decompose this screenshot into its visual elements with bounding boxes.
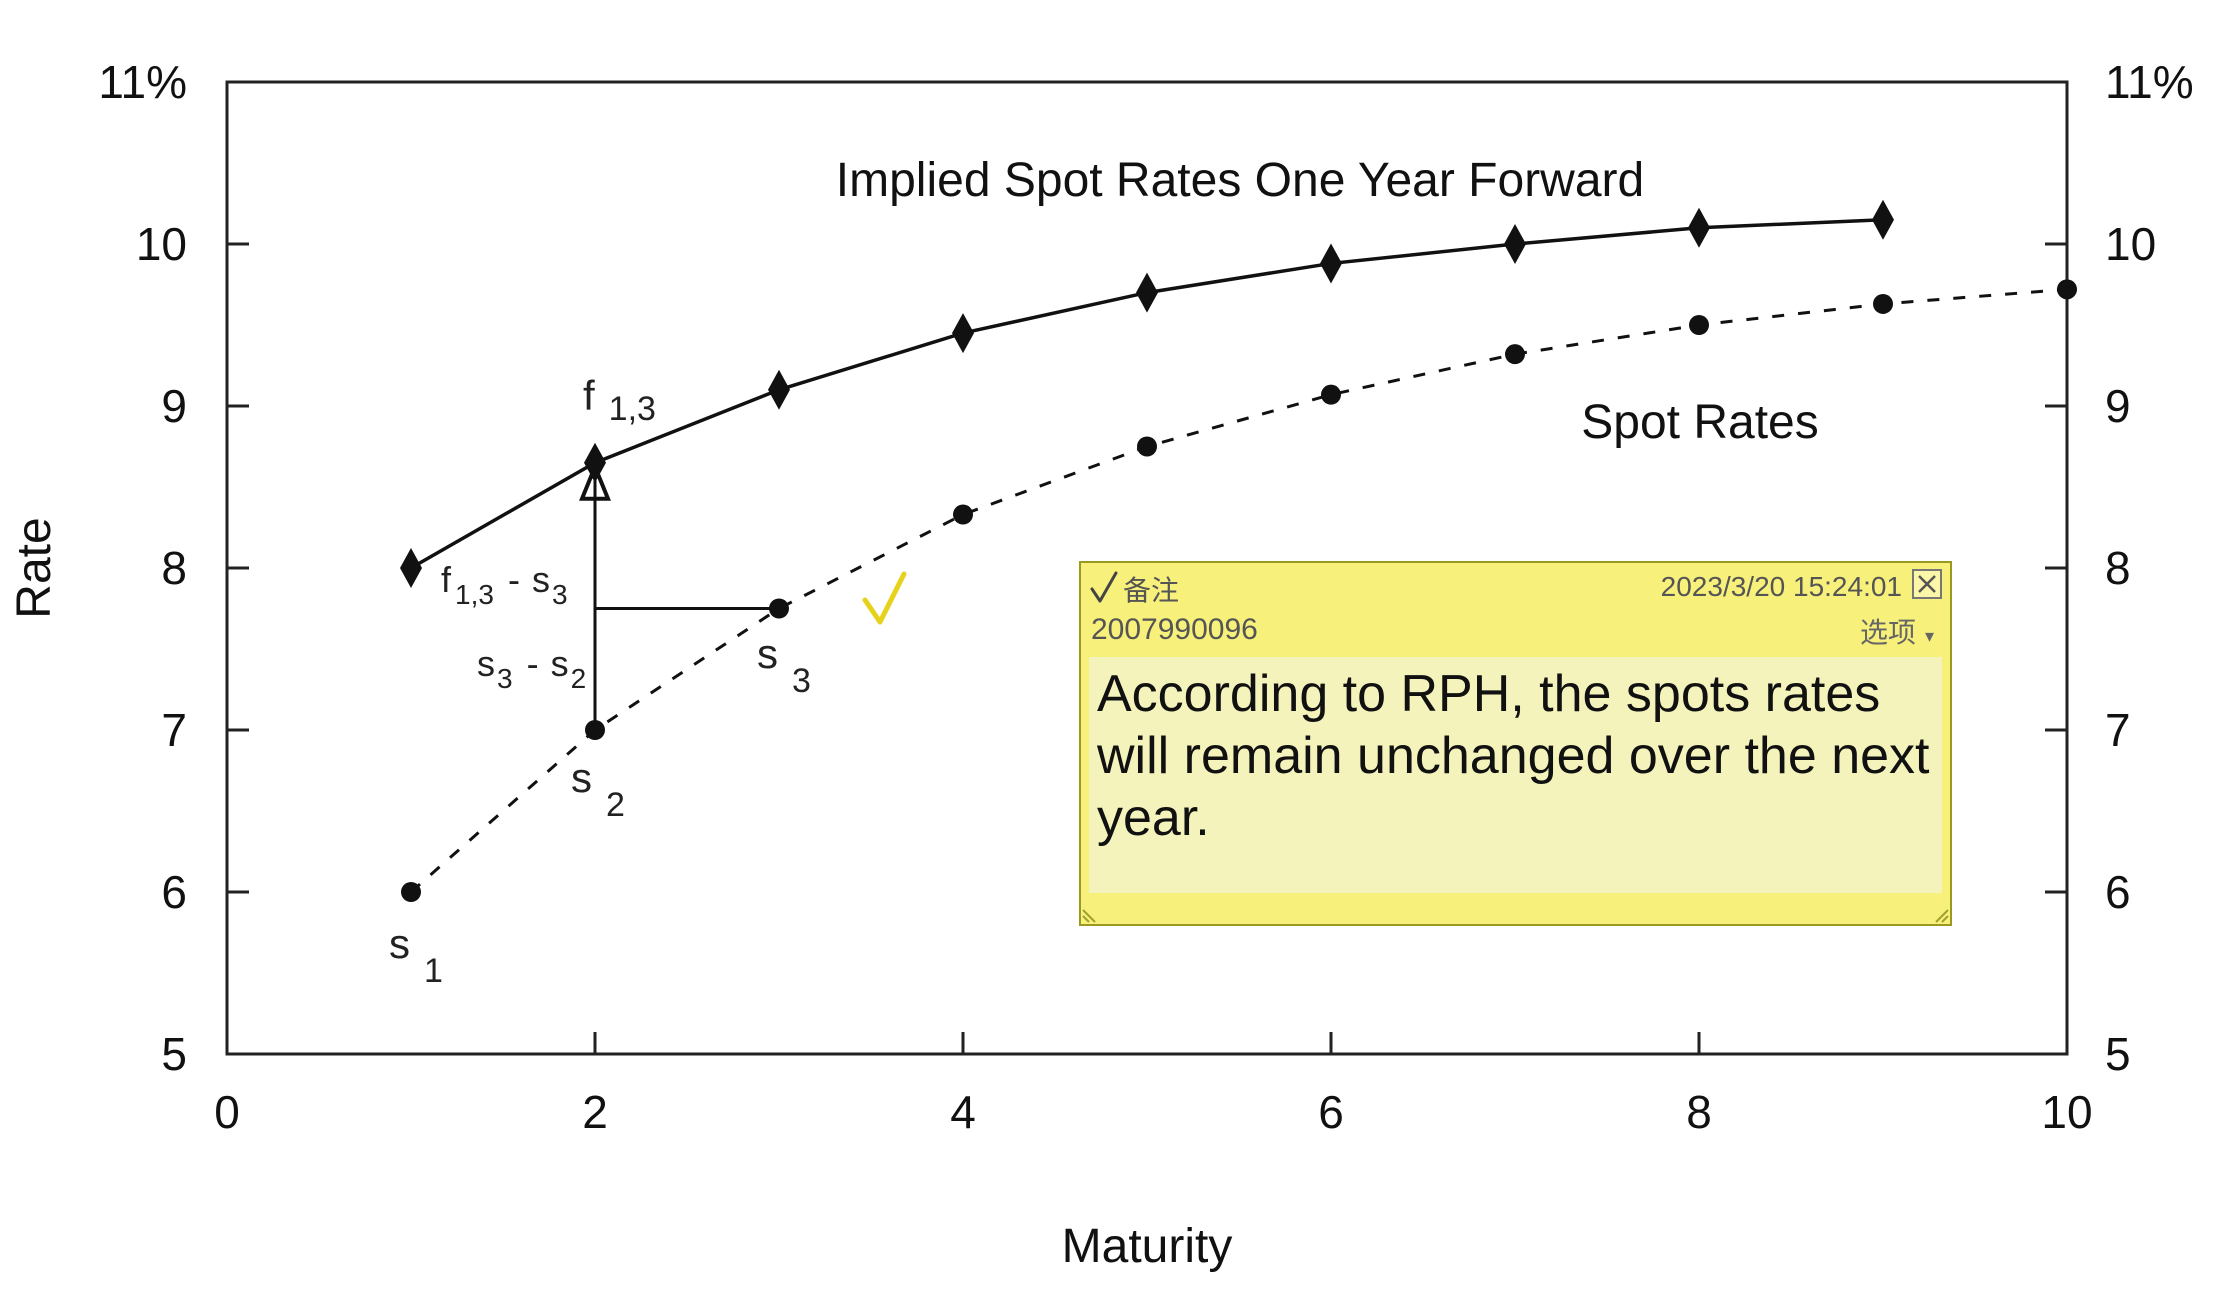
- note-tag: 备注: [1123, 574, 1180, 607]
- note-header: 备注 2023/3/20 15:24:01 2007990096 选项 ▾: [1081, 563, 1950, 651]
- right-y-tick-label: 8: [2105, 542, 2131, 594]
- forward-rate-point: [768, 369, 790, 410]
- forward-rate-point: [1688, 207, 1710, 248]
- right-y-tick-label: 9: [2105, 380, 2131, 432]
- forward-rate-point: [1872, 199, 1894, 240]
- spot-rate-point: [2057, 279, 2077, 300]
- spot-rate-point: [1321, 384, 1341, 405]
- right-y-tick-label: 10: [2105, 218, 2156, 270]
- note-options-label: 选项: [1860, 616, 1917, 649]
- y-tick-label: 7: [161, 704, 187, 756]
- y-tick-label: 11%: [98, 56, 187, 108]
- x-tick-label: 6: [1318, 1086, 1344, 1138]
- note-author: 2007990096: [1091, 613, 1258, 646]
- resize-handle-left-icon[interactable]: [1081, 904, 1101, 924]
- spot-rate-line: [410, 287, 2068, 894]
- spot-rate-point: [1137, 436, 1157, 457]
- x-tick-label: 8: [1686, 1086, 1712, 1138]
- label-s2: s2: [571, 754, 625, 824]
- checkmark-icon: [862, 571, 907, 625]
- label-f13-minus-s3: f 1,3- s3: [441, 559, 568, 610]
- series-markers: [400, 199, 2077, 902]
- comment-note[interactable]: 备注 2023/3/20 15:24:01 2007990096 选项 ▾ Ac…: [1079, 561, 1952, 926]
- chevron-down-icon: ▾: [1924, 626, 1934, 647]
- x-tick-label: 2: [582, 1086, 608, 1138]
- spot-rate-point: [1689, 315, 1709, 335]
- label-s1: s1: [389, 920, 443, 990]
- y-tick-label: 5: [161, 1028, 187, 1080]
- label-s3: s3: [757, 630, 811, 700]
- y-axis-title: Rate: [8, 517, 61, 618]
- label-f13: f 1,3: [583, 372, 656, 428]
- series-label-forward: Implied Spot Rates One Year Forward: [836, 154, 1644, 207]
- resize-handle-right-icon[interactable]: [1930, 904, 1950, 924]
- forward-rate-point: [952, 313, 974, 354]
- y-tick-label: 6: [161, 866, 187, 918]
- spot-rate-point: [1873, 293, 1893, 314]
- label-s3-minus-s2: s3- s2: [477, 643, 586, 694]
- difference-guides: [579, 461, 779, 730]
- spot-rate-point: [953, 504, 973, 525]
- close-icon[interactable]: [1912, 569, 1942, 599]
- forward-rate-point: [1504, 224, 1526, 264]
- y-tick-label: 10: [136, 218, 187, 270]
- right-y-tick-label: 11%: [2105, 56, 2194, 108]
- right-y-tick-label: 5: [2105, 1028, 2131, 1080]
- series-label-spot: Spot Rates: [1581, 396, 1818, 449]
- note-datetime: 2023/3/20 15:24:01: [1660, 571, 1902, 602]
- x-tick-label: 0: [214, 1086, 240, 1138]
- y-tick-label: 8: [161, 542, 187, 594]
- x-axis-title: Maturity: [1062, 1220, 1233, 1273]
- forward-rate-point: [1136, 272, 1158, 313]
- spot-rate-point: [1505, 344, 1525, 365]
- y-tick-label: 9: [161, 380, 187, 432]
- note-options-menu[interactable]: 选项 ▾: [1860, 611, 1934, 651]
- note-body-text[interactable]: According to RPH, the spots rates will r…: [1089, 657, 1942, 893]
- note-check-icon: [1090, 571, 1118, 603]
- x-tick-label: 10: [2041, 1086, 2092, 1138]
- spot-rate-point: [401, 882, 421, 902]
- x-tick-label: 4: [950, 1086, 976, 1138]
- right-y-tick-label: 7: [2105, 704, 2131, 756]
- forward-rate-point: [1320, 243, 1342, 284]
- right-y-tick-label: 6: [2105, 866, 2131, 918]
- arrowhead-icon: [579, 461, 611, 501]
- forward-rate-point: [400, 548, 422, 588]
